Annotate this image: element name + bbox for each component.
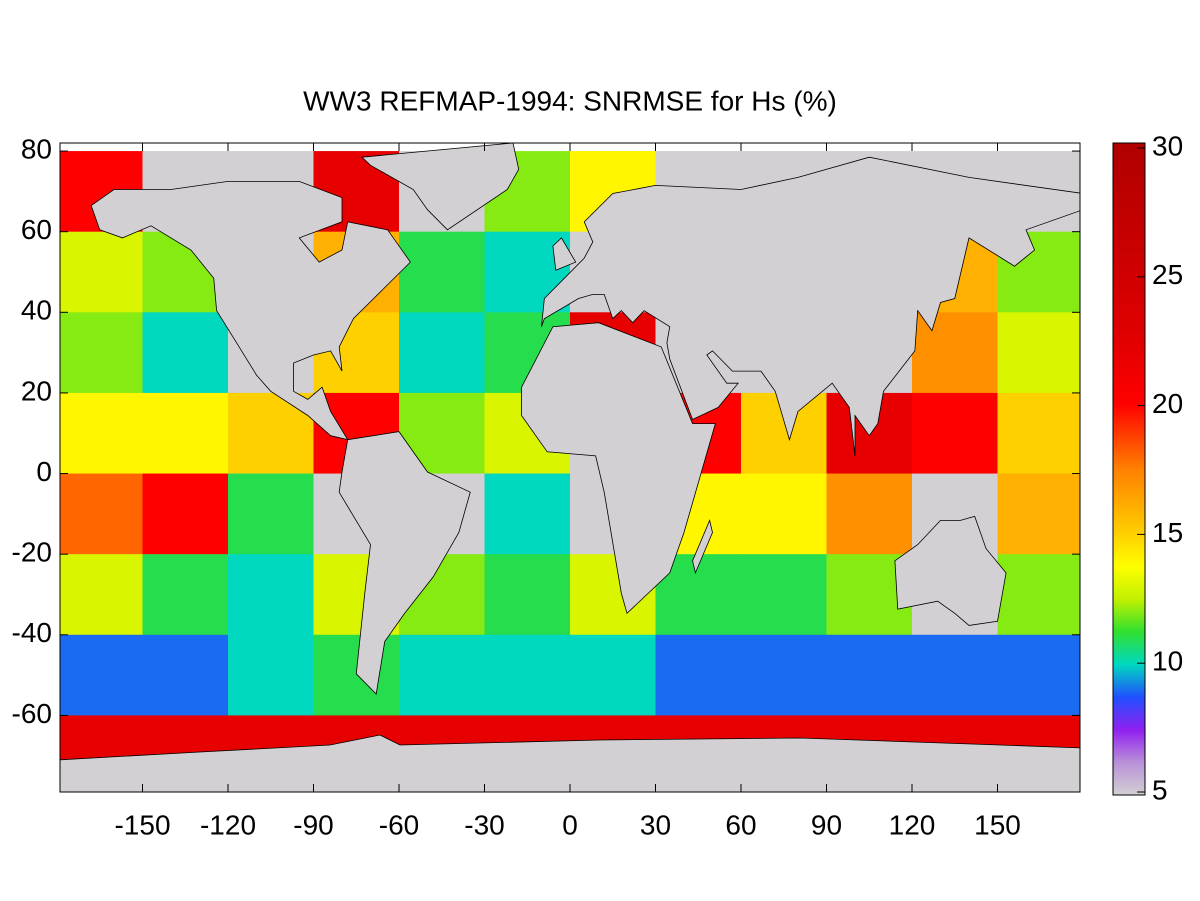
heatmap-cell	[997, 312, 1080, 394]
colorbar-tick-label: 15	[1152, 517, 1183, 548]
australia	[894, 515, 1007, 626]
x-tick-label: 120	[889, 809, 936, 840]
heatmap-cell	[142, 392, 229, 475]
greenland	[361, 143, 520, 231]
heatmap-cell	[60, 312, 143, 394]
x-tick-label: -30	[464, 809, 504, 840]
heatmap-cell	[142, 473, 229, 555]
heatmap-cell	[484, 473, 571, 555]
x-tick-label: 150	[974, 809, 1021, 840]
heatmap-cell	[570, 634, 656, 716]
y-tick-label: 40	[21, 295, 52, 326]
x-tick-label: 30	[640, 809, 671, 840]
africa	[521, 322, 716, 615]
colorbar	[1112, 142, 1146, 796]
colorbar-tick-label: 25	[1152, 259, 1183, 290]
x-tick-label: 60	[725, 809, 756, 840]
colorbar-tick-label: 20	[1152, 388, 1183, 419]
north-america	[90, 180, 411, 441]
heatmap-cell	[399, 231, 485, 313]
colorbar-tick-label: 30	[1152, 130, 1183, 161]
british-isles	[552, 237, 577, 271]
y-tick-label: -40	[12, 617, 52, 648]
heatmap-cell	[655, 634, 742, 716]
heatmap-cell	[484, 634, 571, 716]
heatmap-cell	[399, 312, 485, 394]
x-tick-label: -120	[200, 809, 256, 840]
heatmap-cell	[142, 312, 229, 394]
colorbar-tick-label: 10	[1152, 646, 1183, 677]
heatmap-cell	[741, 634, 827, 716]
heatmap-cell	[741, 473, 827, 555]
antarctica	[60, 734, 1080, 792]
chart-title: WW3 REFMAP-1994: SNRMSE for Hs (%)	[303, 85, 837, 116]
heatmap-cell	[313, 634, 400, 716]
heatmap-cell	[228, 634, 314, 716]
heatmap-cell	[997, 634, 1080, 716]
x-tick-label: 0	[562, 809, 578, 840]
y-tick-label: -20	[12, 537, 52, 568]
heatmap-cell	[60, 634, 143, 716]
heatmap-cell	[60, 473, 143, 555]
heatmap-cell	[60, 392, 143, 475]
y-tick-label: 20	[21, 375, 52, 406]
heatmap-cell	[60, 554, 143, 636]
heatmap-cell	[826, 473, 913, 555]
x-tick-label: -90	[293, 809, 333, 840]
madagascar	[692, 519, 713, 575]
y-tick-label: 60	[21, 214, 52, 245]
south-america	[338, 431, 471, 695]
heatmap-cell	[997, 554, 1080, 636]
heatmap-cell	[997, 392, 1080, 475]
y-tick-label: 80	[21, 133, 52, 164]
heatmap-cell	[60, 231, 143, 313]
heatmap-cell	[142, 554, 229, 636]
x-tick-label: 90	[811, 809, 842, 840]
heatmap-cell	[142, 634, 229, 716]
heatmap-cell	[826, 634, 913, 716]
y-tick-label: -60	[12, 698, 52, 729]
land	[60, 143, 1080, 792]
heatmap-cell	[228, 554, 314, 636]
heatmap-cell	[912, 634, 998, 716]
heatmap-cell	[228, 473, 314, 555]
heatmap-cell	[912, 392, 998, 475]
x-tick-label: -60	[379, 809, 419, 840]
y-tick-label: 0	[36, 456, 52, 487]
heatmap-cell	[399, 634, 485, 716]
heatmap-cell	[997, 473, 1080, 555]
heatmap-cell	[741, 554, 827, 636]
colorbar-tick-label: 5	[1152, 774, 1168, 805]
x-tick-label: -150	[114, 809, 170, 840]
heatmap-cell	[912, 312, 998, 394]
heatmap-cell	[484, 554, 571, 636]
eurasia	[541, 156, 1080, 456]
